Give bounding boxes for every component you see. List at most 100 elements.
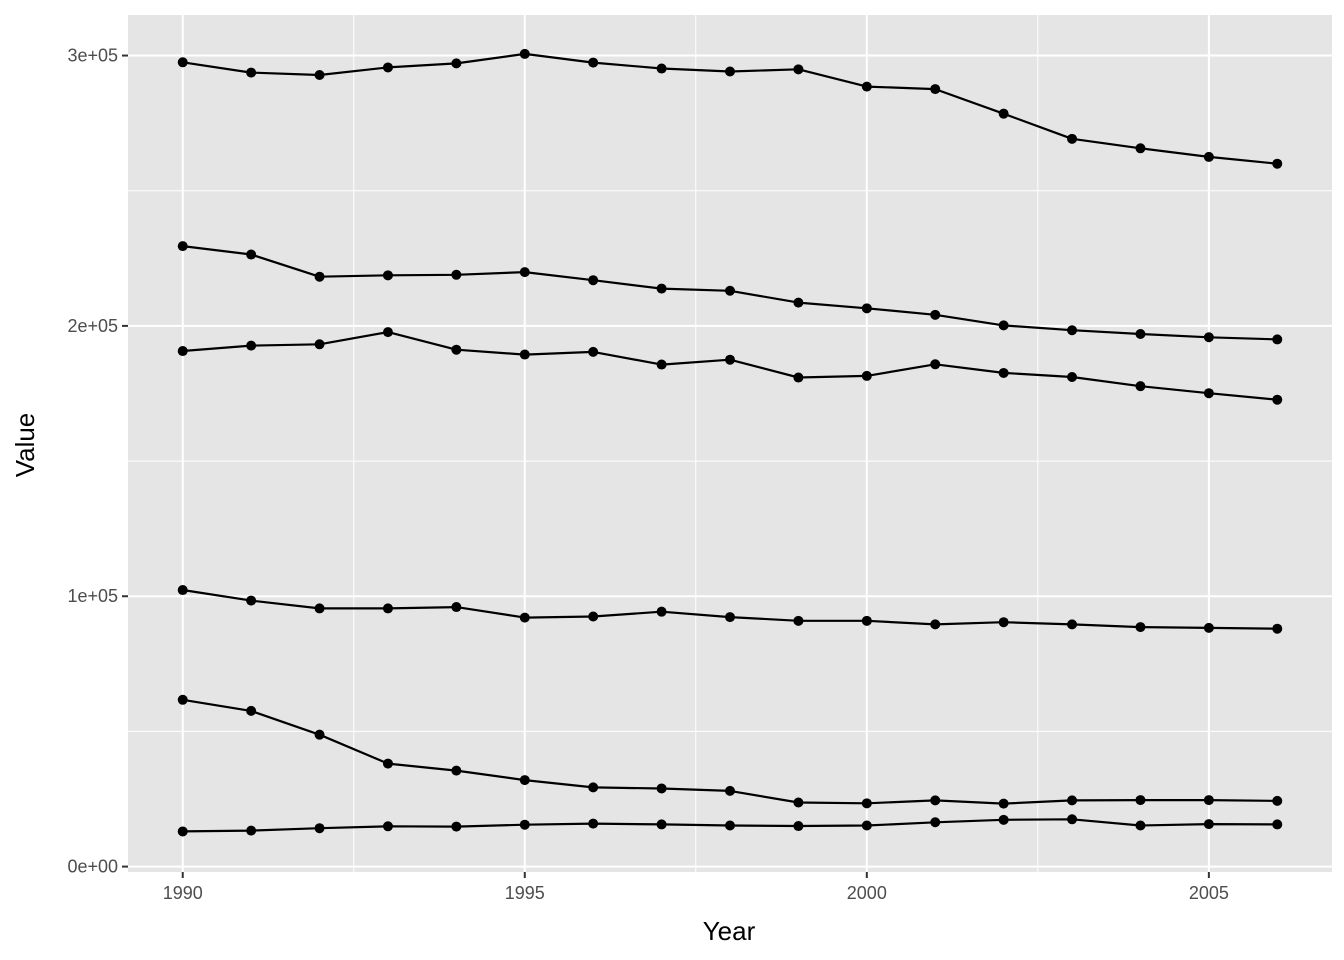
data-point bbox=[1272, 623, 1283, 634]
data-point bbox=[314, 729, 325, 740]
data-point bbox=[1203, 388, 1214, 399]
x-axis-title: Year bbox=[703, 916, 756, 946]
data-point bbox=[588, 818, 599, 829]
data-point bbox=[1067, 133, 1078, 144]
data-point bbox=[861, 81, 872, 92]
major-grid-lines bbox=[128, 15, 1332, 872]
data-point bbox=[451, 602, 462, 613]
data-point bbox=[246, 705, 257, 716]
data-point bbox=[451, 765, 462, 776]
data-point bbox=[1272, 819, 1283, 830]
data-point bbox=[861, 820, 872, 831]
data-point bbox=[656, 63, 667, 74]
data-point bbox=[382, 603, 393, 614]
y-axis-title: Value bbox=[10, 413, 40, 478]
data-point bbox=[998, 320, 1009, 331]
data-point bbox=[382, 821, 393, 832]
series-layer bbox=[177, 48, 1283, 837]
data-point bbox=[451, 344, 462, 355]
data-point bbox=[656, 819, 667, 830]
data-point bbox=[177, 585, 188, 596]
data-point bbox=[314, 823, 325, 834]
data-point bbox=[725, 354, 735, 365]
data-point bbox=[519, 48, 530, 59]
data-point bbox=[314, 70, 325, 81]
data-point bbox=[725, 66, 735, 77]
y-tick-label: 3e+05 bbox=[67, 46, 118, 66]
data-point bbox=[451, 821, 462, 832]
data-point bbox=[998, 108, 1009, 119]
data-point bbox=[588, 782, 599, 793]
data-point bbox=[1067, 325, 1078, 336]
data-point bbox=[1203, 332, 1214, 343]
data-point bbox=[246, 595, 257, 606]
data-point bbox=[177, 346, 188, 357]
data-point bbox=[656, 783, 667, 794]
data-point bbox=[588, 346, 599, 357]
data-point bbox=[314, 339, 325, 350]
data-point bbox=[793, 297, 804, 308]
data-point bbox=[1272, 158, 1283, 169]
data-point bbox=[930, 309, 941, 320]
data-point bbox=[930, 619, 941, 630]
data-point bbox=[1135, 381, 1146, 392]
data-point bbox=[314, 271, 325, 282]
data-point bbox=[998, 814, 1009, 825]
data-point bbox=[793, 821, 804, 832]
data-point bbox=[725, 285, 735, 296]
data-point bbox=[382, 327, 393, 338]
data-point bbox=[861, 798, 872, 809]
data-point bbox=[793, 64, 804, 75]
data-point bbox=[1272, 795, 1283, 806]
data-point bbox=[656, 283, 667, 294]
data-point bbox=[246, 825, 257, 836]
data-point bbox=[1067, 371, 1078, 382]
data-point bbox=[1203, 622, 1214, 633]
data-point bbox=[246, 340, 257, 351]
data-point bbox=[1135, 795, 1146, 806]
data-point bbox=[998, 367, 1009, 378]
data-point bbox=[998, 617, 1009, 628]
data-point bbox=[793, 372, 804, 383]
minor-grid-lines bbox=[128, 15, 1332, 872]
data-point bbox=[382, 62, 393, 73]
data-point bbox=[1135, 329, 1146, 340]
data-point bbox=[793, 797, 804, 808]
axis-ticks bbox=[122, 54, 1210, 878]
y-tick-label: 2e+05 bbox=[67, 316, 118, 336]
data-point bbox=[1272, 394, 1283, 405]
x-tick-label: 2000 bbox=[847, 883, 887, 903]
data-point bbox=[1067, 795, 1078, 806]
data-point bbox=[725, 820, 735, 831]
data-point bbox=[382, 758, 393, 769]
y-tick-label: 1e+05 bbox=[67, 586, 118, 606]
data-point bbox=[998, 798, 1009, 809]
data-point bbox=[1272, 334, 1283, 345]
data-point bbox=[1067, 814, 1078, 825]
data-point bbox=[314, 603, 325, 614]
x-tick-label: 2005 bbox=[1189, 883, 1229, 903]
data-point bbox=[1135, 622, 1146, 633]
x-tick-label: 1995 bbox=[505, 883, 545, 903]
y-tick-label: 0e+00 bbox=[67, 857, 118, 877]
data-point bbox=[588, 57, 599, 68]
data-point bbox=[656, 606, 667, 617]
data-point bbox=[861, 370, 872, 381]
data-point bbox=[177, 57, 188, 68]
data-point bbox=[1203, 819, 1214, 830]
data-point bbox=[1203, 795, 1214, 806]
data-point bbox=[519, 612, 530, 623]
data-point bbox=[1135, 143, 1146, 154]
data-point bbox=[930, 359, 941, 370]
data-point bbox=[1135, 820, 1146, 831]
data-point bbox=[519, 775, 530, 786]
data-point bbox=[793, 615, 804, 626]
data-point bbox=[382, 270, 393, 281]
data-point bbox=[177, 826, 188, 837]
data-point bbox=[246, 67, 257, 78]
data-point bbox=[725, 612, 735, 623]
data-point bbox=[930, 795, 941, 806]
data-point bbox=[588, 611, 599, 622]
tick-labels: 1990 1995 2000 2005 0e+00 1e+05 2e+05 3e+05 bbox=[67, 46, 1228, 903]
